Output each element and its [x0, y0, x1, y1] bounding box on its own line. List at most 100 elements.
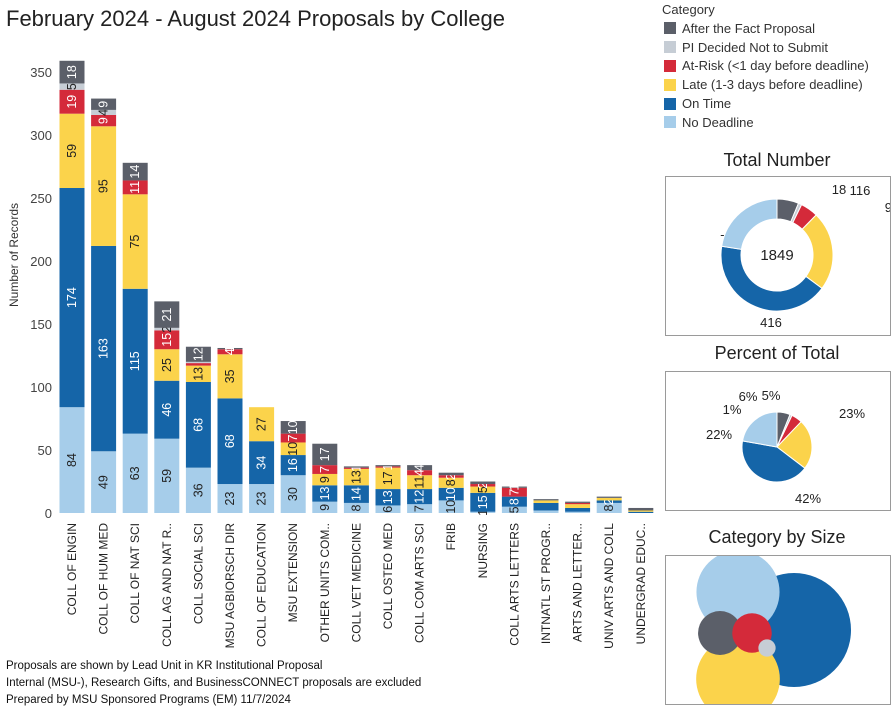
bar-segment[interactable]	[533, 500, 559, 503]
bar-segment[interactable]	[438, 477, 464, 488]
bar-segment[interactable]	[407, 465, 433, 471]
bar-segment[interactable]	[154, 327, 180, 331]
legend-item[interactable]: No Deadline	[662, 113, 869, 132]
bar-segment[interactable]	[185, 346, 211, 362]
bar-segment[interactable]	[375, 489, 401, 506]
bar-segment[interactable]	[312, 465, 338, 474]
bar-segment[interactable]	[154, 349, 180, 381]
bubble[interactable]	[758, 639, 776, 657]
legend-item[interactable]: After the Fact Proposal	[662, 19, 869, 38]
bubble[interactable]	[696, 637, 780, 712]
bar-segment[interactable]	[91, 109, 117, 115]
bar-segment[interactable]	[596, 500, 622, 503]
bar-segment[interactable]	[565, 502, 591, 505]
bar-segment[interactable]	[375, 505, 401, 513]
bar-segment[interactable]	[280, 475, 306, 513]
donut-segment[interactable]	[721, 198, 778, 250]
bar-segment[interactable]	[438, 487, 464, 501]
bar-segment[interactable]	[407, 504, 433, 513]
bar-segment[interactable]	[312, 501, 338, 513]
bar-segment[interactable]	[628, 507, 654, 511]
bar-segment[interactable]	[122, 288, 148, 434]
bar-segment[interactable]	[375, 465, 401, 467]
bar-segment[interactable]	[596, 497, 622, 501]
bar-segment[interactable]	[122, 433, 148, 513]
pie-slice[interactable]	[741, 440, 806, 483]
bar-segment[interactable]	[628, 510, 654, 512]
bar-segment[interactable]	[533, 499, 559, 501]
bar-segment[interactable]	[91, 245, 117, 452]
bar-segment[interactable]	[343, 485, 369, 503]
bar-segment[interactable]	[59, 89, 85, 114]
bar-segment[interactable]	[280, 442, 306, 456]
bar-segment[interactable]	[122, 180, 148, 195]
bar-segment[interactable]	[501, 496, 527, 507]
bar-segment[interactable]	[565, 501, 591, 503]
bar-segment[interactable]	[438, 500, 464, 513]
bar-segment[interactable]	[91, 126, 117, 246]
bar-segment[interactable]	[470, 511, 496, 513]
bar-segment[interactable]	[185, 365, 211, 382]
bar-segment[interactable]	[343, 468, 369, 486]
bar-segment[interactable]	[375, 466, 401, 468]
bar-segment[interactable]	[343, 502, 369, 513]
bar-segment[interactable]	[280, 455, 306, 476]
bar-segment[interactable]	[91, 98, 117, 110]
bar-segment[interactable]	[312, 443, 338, 466]
bar-segment[interactable]	[501, 486, 527, 488]
bar-segment[interactable]	[59, 407, 85, 513]
bar-segment[interactable]	[185, 467, 211, 513]
bar-segment[interactable]	[565, 511, 591, 513]
pie-slice[interactable]	[741, 411, 778, 448]
legend-item[interactable]: At-Risk (<1 day before deadline)	[662, 57, 869, 76]
bar-segment[interactable]	[217, 347, 243, 350]
bar-segment[interactable]	[249, 441, 275, 485]
bar-segment[interactable]	[59, 113, 85, 189]
bar-segment[interactable]	[59, 83, 85, 90]
bar-segment[interactable]	[533, 502, 559, 511]
bar-segment[interactable]	[91, 451, 117, 513]
bar-segment[interactable]	[596, 502, 622, 513]
bar-segment[interactable]	[501, 487, 527, 497]
bar-segment[interactable]	[217, 398, 243, 485]
bar-segment[interactable]	[280, 421, 306, 434]
bar-segment[interactable]	[312, 485, 338, 502]
bar-segment[interactable]	[154, 380, 180, 439]
bar-segment[interactable]	[185, 363, 211, 366]
pie-slice[interactable]	[776, 420, 813, 469]
bar-segment[interactable]	[59, 188, 85, 408]
bar-segment[interactable]	[533, 510, 559, 513]
bar-segment[interactable]	[343, 467, 369, 469]
bar-segment[interactable]	[59, 60, 85, 84]
bar-segment[interactable]	[470, 481, 496, 485]
bar-segment[interactable]	[470, 484, 496, 487]
bar-segment[interactable]	[565, 507, 591, 512]
bar-segment[interactable]	[596, 496, 622, 498]
bar-segment[interactable]	[249, 484, 275, 513]
bar-segment[interactable]	[249, 407, 275, 442]
bar-segment[interactable]	[628, 511, 654, 513]
bar-segment[interactable]	[122, 194, 148, 289]
bar-segment[interactable]	[217, 484, 243, 513]
bar-segment[interactable]	[217, 354, 243, 399]
bar-segment[interactable]	[407, 489, 433, 505]
bar-segment[interactable]	[501, 506, 527, 513]
bar-segment[interactable]	[375, 467, 401, 490]
bar-segment[interactable]	[280, 433, 306, 443]
bar-segment[interactable]	[470, 492, 496, 512]
bar-segment[interactable]	[343, 466, 369, 468]
bar-segment[interactable]	[217, 349, 243, 355]
bar-segment[interactable]	[565, 504, 591, 508]
bar-segment[interactable]	[438, 475, 464, 478]
bar-segment[interactable]	[312, 473, 338, 486]
bar-segment[interactable]	[407, 475, 433, 490]
legend-item[interactable]: PI Decided Not to Submit	[662, 38, 869, 57]
bar-segment[interactable]	[122, 162, 148, 181]
bar-segment[interactable]	[154, 438, 180, 513]
bar-segment[interactable]	[91, 114, 117, 127]
bar-segment[interactable]	[438, 472, 464, 476]
bar-segment[interactable]	[470, 486, 496, 493]
bar-segment[interactable]	[154, 330, 180, 350]
bubble[interactable]	[698, 611, 742, 655]
legend-item[interactable]: Late (1-3 days before deadline)	[662, 75, 869, 94]
